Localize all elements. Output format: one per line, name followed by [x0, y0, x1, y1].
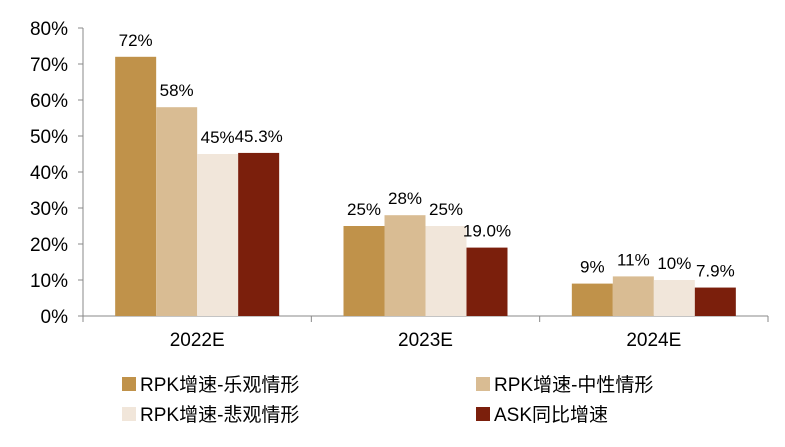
data-label: 11% — [617, 250, 650, 269]
legend-item: RPK增速-中性情形 — [476, 374, 653, 396]
data-label: 72% — [119, 31, 153, 50]
data-label: 25% — [429, 200, 463, 219]
x-category-label: 2024E — [626, 330, 681, 351]
data-label: 7.9% — [696, 262, 735, 281]
legend-label: RPK增速-乐观情形 — [140, 374, 299, 396]
bar — [425, 226, 467, 316]
bar — [466, 247, 508, 316]
x-axis: 2022E 2023E 2024E — [82, 315, 769, 351]
bar — [612, 276, 654, 316]
y-tick-label: 70% — [30, 55, 68, 76]
bar — [384, 215, 426, 316]
y-tick-label: 20% — [30, 235, 68, 256]
data-label: 19.0% — [463, 222, 511, 241]
bar — [115, 56, 157, 317]
y-tick-label: 10% — [30, 271, 68, 292]
data-label: 45.3% — [235, 127, 283, 146]
bar — [571, 283, 613, 316]
legend-swatch — [122, 407, 136, 421]
y-tick-label: 30% — [30, 199, 68, 220]
legend-item: ASK同比增速 — [476, 404, 608, 426]
legend-swatch — [122, 377, 136, 391]
legend-item: RPK增速-悲观情形 — [122, 404, 299, 426]
data-label: 9% — [580, 258, 605, 277]
y-tick-label: 50% — [30, 127, 68, 148]
x-category-label: 2022E — [170, 330, 225, 351]
bar — [156, 107, 198, 316]
data-label: 58% — [160, 81, 194, 100]
legend-label: RPK增速-悲观情形 — [140, 404, 299, 426]
legend-swatch — [476, 377, 490, 391]
y-tick-label: 80% — [30, 19, 68, 40]
data-label: 45% — [201, 128, 235, 147]
bar — [197, 154, 239, 316]
bar — [343, 226, 385, 316]
y-tick-label: 60% — [30, 91, 68, 112]
legend: RPK增速-乐观情形 RPK增速-中性情形 RPK增速-悲观情形 ASK同比增速 — [122, 374, 653, 426]
data-label: 28% — [388, 189, 422, 208]
bars — [115, 56, 736, 317]
legend-swatch — [476, 407, 490, 421]
y-tick-label: 40% — [30, 163, 68, 184]
bar — [694, 287, 736, 316]
x-category-label: 2023E — [398, 330, 453, 351]
y-axis: 0% 10% 20% 30% 40% 50% 60% 70% 80% — [30, 19, 84, 328]
data-label: 10% — [657, 254, 691, 273]
legend-label: RPK增速-中性情形 — [494, 374, 653, 396]
data-labels: 72%58%45% 45.3%25%28%25%19.0%9% 11% 10% 7.9% — [119, 31, 735, 281]
data-label: 25% — [347, 200, 381, 219]
bar — [653, 280, 695, 316]
legend-label: ASK同比增速 — [494, 404, 608, 426]
y-tick-label: 0% — [41, 307, 69, 328]
bar — [238, 152, 280, 316]
legend-item: RPK增速-乐观情形 — [122, 374, 299, 396]
